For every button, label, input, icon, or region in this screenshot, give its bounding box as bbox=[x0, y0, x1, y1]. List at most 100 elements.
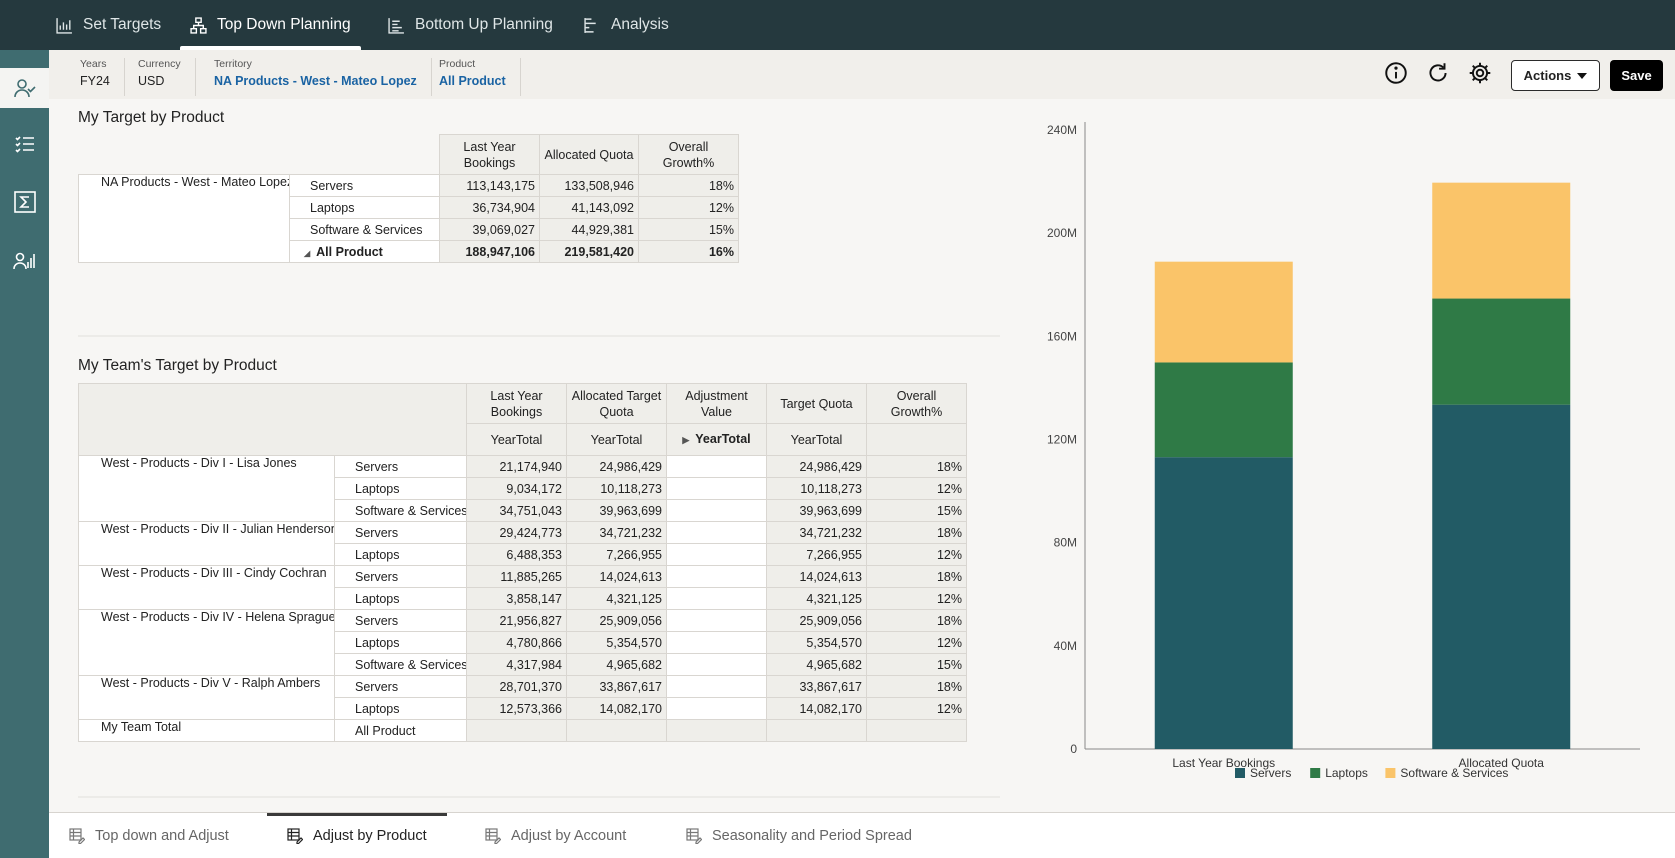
cell-allocated-target-quota: 14,082,170 bbox=[566, 697, 667, 720]
btab-adjust-by-product[interactable]: Adjust by Product bbox=[267, 813, 447, 858]
table-row: West - Products - Div IV - Helena Spragu… bbox=[78, 609, 967, 676]
cell-total-empty bbox=[666, 719, 767, 742]
user-check-icon bbox=[13, 79, 36, 98]
sidebar-item-tasks[interactable] bbox=[0, 125, 49, 165]
legend-swatch bbox=[1310, 768, 1321, 778]
cell-last-year-bookings: 21,174,940 bbox=[466, 455, 567, 478]
collapse-caret-icon[interactable]: ◢ bbox=[304, 248, 311, 258]
cell-allocated-quota: 133,508,946 bbox=[539, 174, 639, 197]
legend-swatch bbox=[1385, 768, 1396, 778]
tab-bottom-up-planning[interactable]: Bottom Up Planning bbox=[388, 0, 553, 50]
cell-target-quota: 14,082,170 bbox=[766, 697, 867, 720]
btab-label: Adjust by Product bbox=[313, 828, 427, 844]
sigma-icon bbox=[13, 191, 36, 213]
pov-value-link[interactable]: NA Products - West - Mateo Lopez bbox=[214, 74, 417, 88]
cell-overall-growth: 18% bbox=[866, 521, 967, 544]
cell-allocated-quota: 44,929,381 bbox=[539, 218, 639, 241]
col-header: Overall Growth% bbox=[866, 383, 967, 424]
btab-adjust-by-account[interactable]: Adjust by Account bbox=[485, 813, 626, 858]
sidebar-item-sum[interactable] bbox=[0, 182, 49, 222]
cell-overall-growth: 18% bbox=[866, 455, 967, 478]
bar-segment-servers bbox=[1432, 404, 1571, 749]
pov-years[interactable]: Years FY24 bbox=[80, 58, 125, 96]
pov-territory[interactable]: Territory NA Products - West - Mateo Lop… bbox=[213, 58, 432, 96]
cell-last-year-bookings: 4,317,984 bbox=[466, 653, 567, 676]
territory-row-header: NA Products - West - Mateo Lopez bbox=[78, 174, 290, 263]
territory-row-header: West - Products - Div IV - Helena Spragu… bbox=[78, 609, 335, 676]
save-button[interactable]: Save bbox=[1610, 60, 1663, 91]
pov-currency[interactable]: Currency USD bbox=[138, 58, 196, 96]
section-divider bbox=[78, 796, 1000, 798]
cell-target-quota: 24,986,429 bbox=[766, 455, 867, 478]
actions-label: Actions bbox=[1523, 68, 1572, 83]
legend-label: Software & Services bbox=[1400, 766, 1508, 780]
cell-allocated-target-quota: 14,024,613 bbox=[566, 565, 667, 588]
y-tick-label: 240M bbox=[1047, 123, 1077, 137]
cell-last-year-bookings: 39,069,027 bbox=[439, 218, 540, 241]
cell-last-year-bookings: 4,780,866 bbox=[466, 631, 567, 654]
sidebar-item-team-analytics[interactable] bbox=[0, 240, 49, 280]
cell-target-quota: 33,867,617 bbox=[766, 675, 867, 698]
cell-adjustment-value-input[interactable] bbox=[666, 675, 767, 698]
cell-adjustment-value-input[interactable] bbox=[666, 697, 767, 720]
col-subheader-expandable[interactable]: ▶ YearTotal bbox=[666, 423, 767, 456]
bar-segment-software-services bbox=[1154, 261, 1293, 363]
col-header: Adjustment Value bbox=[666, 383, 767, 424]
top-nav-bar: Set Targets Top Down Planning Bottom Up … bbox=[0, 0, 1675, 50]
section-divider bbox=[78, 335, 1000, 337]
expand-caret-icon[interactable]: ▶ bbox=[682, 435, 690, 445]
y-tick-label: 120M bbox=[1047, 433, 1077, 447]
table-row: Laptops 12,573,366 14,082,170 14,082,170 12% bbox=[79, 697, 967, 720]
cell-adjustment-value-input[interactable] bbox=[666, 521, 767, 544]
cell-allocated-quota: 41,143,092 bbox=[539, 196, 639, 219]
tab-analysis[interactable]: Analysis bbox=[584, 0, 669, 50]
cell-adjustment-value-input[interactable] bbox=[666, 543, 767, 566]
product-row-header: Servers bbox=[334, 521, 467, 544]
y-tick-label: 160M bbox=[1047, 329, 1077, 343]
form-edit-icon bbox=[485, 828, 501, 844]
cell-adjustment-value-input[interactable] bbox=[666, 631, 767, 654]
cell-overall-growth: 15% bbox=[866, 653, 967, 676]
refresh-icon[interactable] bbox=[1425, 60, 1451, 86]
gear-icon[interactable] bbox=[1467, 60, 1493, 86]
pov-label: Product bbox=[439, 58, 476, 70]
pov-value-link[interactable]: All Product bbox=[439, 74, 506, 88]
product-row-header: Servers bbox=[334, 609, 467, 632]
col-header: Last Year Bookings bbox=[439, 134, 540, 175]
cell-total-empty bbox=[566, 719, 667, 742]
col-header: Target Quota bbox=[766, 383, 867, 424]
cell-target-quota: 4,321,125 bbox=[766, 587, 867, 610]
cell-adjustment-value-input[interactable] bbox=[666, 565, 767, 588]
bar-segment-software-services bbox=[1432, 182, 1571, 299]
cell-allocated-target-quota: 39,963,699 bbox=[566, 499, 667, 522]
x-tick-label: Last Year Bookings bbox=[1172, 756, 1275, 770]
sidebar-item-targets[interactable] bbox=[0, 68, 49, 108]
team-target-title: My Team's Target by Product bbox=[78, 357, 277, 374]
cell-adjustment-value-input[interactable] bbox=[666, 587, 767, 610]
hierarchy-icon bbox=[190, 16, 207, 34]
actions-menu-button[interactable]: Actions bbox=[1511, 60, 1600, 91]
x-tick-label: Allocated Quota bbox=[1459, 756, 1545, 770]
col-subheader: YearTotal bbox=[466, 423, 567, 456]
cell-allocated-target-quota: 25,909,056 bbox=[566, 609, 667, 632]
cell-overall-growth-total: 16% bbox=[638, 240, 739, 263]
cell-overall-growth: 12% bbox=[866, 543, 967, 566]
pov-product[interactable]: Product All Product bbox=[439, 58, 521, 96]
cell-adjustment-value-input[interactable] bbox=[666, 653, 767, 676]
btab-top-down-and-adjust[interactable]: Top down and Adjust bbox=[69, 813, 229, 858]
tab-set-targets[interactable]: Set Targets bbox=[56, 0, 161, 50]
table-row: West - Products - Div I - Lisa Jones Serv… bbox=[78, 455, 967, 522]
pov-label: Years bbox=[80, 58, 107, 70]
bar-segment-laptops bbox=[1154, 362, 1293, 458]
cell-adjustment-value-input[interactable] bbox=[666, 477, 767, 500]
cell-adjustment-value-input[interactable] bbox=[666, 499, 767, 522]
tab-top-down-planning[interactable]: Top Down Planning bbox=[180, 0, 361, 50]
cell-target-quota: 39,963,699 bbox=[766, 499, 867, 522]
btab-seasonality[interactable]: Seasonality and Period Spread bbox=[686, 813, 912, 858]
cell-last-year-bookings: 28,701,370 bbox=[466, 675, 567, 698]
cell-overall-growth: 18% bbox=[866, 609, 967, 632]
cell-adjustment-value-input[interactable] bbox=[666, 609, 767, 632]
total-row-header[interactable]: ◢ All Product bbox=[289, 240, 440, 263]
cell-adjustment-value-input[interactable] bbox=[666, 455, 767, 478]
info-icon[interactable] bbox=[1383, 60, 1409, 86]
